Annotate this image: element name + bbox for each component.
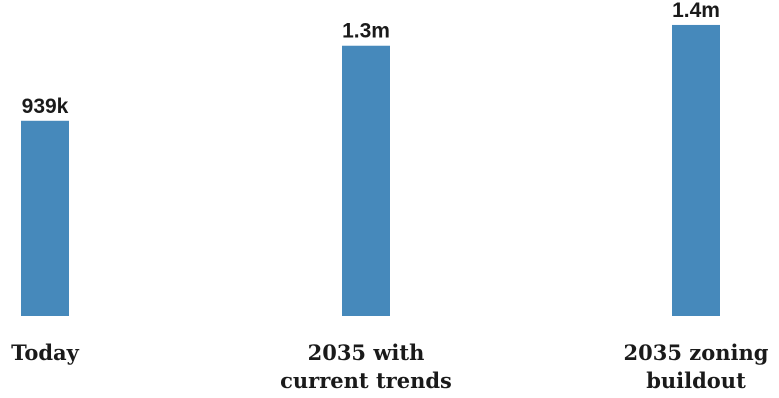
category-label-1-line-0: 2035 with [308, 340, 425, 365]
category-label-0-line-0: Today [11, 340, 80, 365]
value-label-0: 939k [22, 95, 69, 118]
value-label-2: 1.4m [672, 0, 720, 22]
bar-1 [342, 45, 390, 316]
bar-0 [21, 120, 69, 317]
bar-2 [672, 24, 720, 317]
category-label-2-line-0: 2035 zoning [624, 340, 769, 365]
category-label-2-line-1: buildout [646, 368, 746, 393]
category-labels-group: Today 2035 with current trends 2035 zoning b… [11, 340, 769, 393]
value-label-1: 1.3m [342, 20, 390, 43]
category-label-1-line-1: current trends [280, 368, 452, 393]
bars-group [21, 24, 720, 317]
value-labels-group: 939k 1.3m 1.4m [22, 0, 720, 118]
